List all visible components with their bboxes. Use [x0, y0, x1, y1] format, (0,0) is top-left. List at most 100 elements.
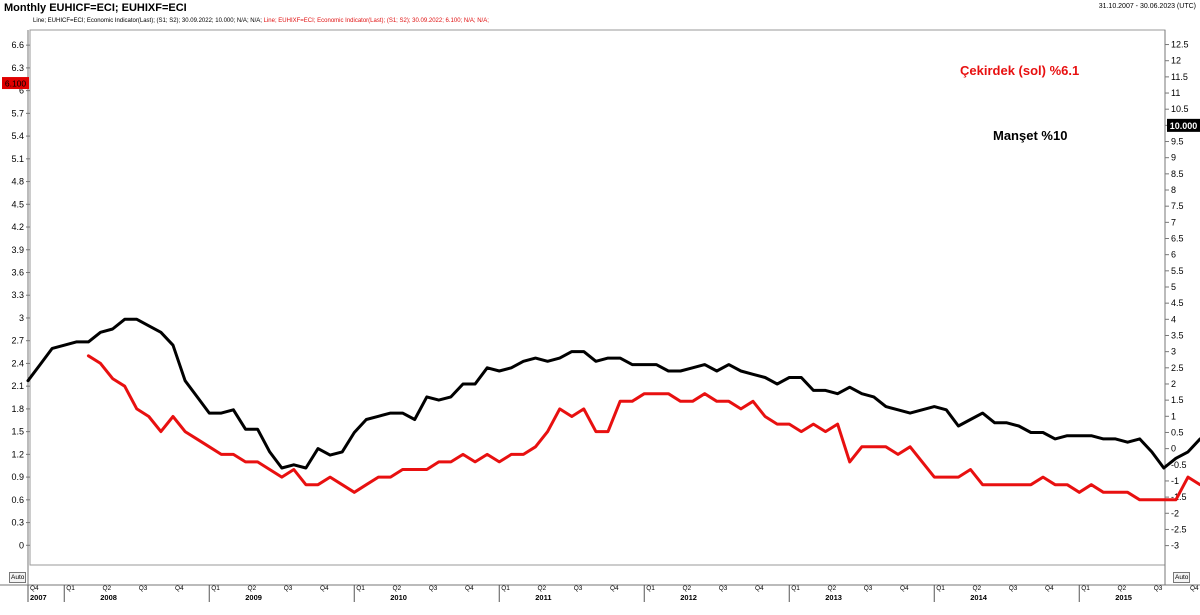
right-axis-tick-label: -0.5 [1171, 460, 1187, 470]
left-axis-tick-label: 0.3 [11, 518, 24, 528]
right-axis-tick-label: -2.5 [1171, 524, 1187, 534]
x-axis-year-label: 2010 [390, 593, 407, 602]
right-axis-tick-label: 0 [1171, 444, 1176, 454]
x-axis-quarter-label: Q2 [828, 585, 837, 592]
x-axis-quarter-label: Q2 [248, 585, 257, 592]
series-legend: Line; EUHICF=ECI; Economic Indicator(Las… [33, 18, 489, 24]
left-axis-tick-label: 0.6 [11, 495, 24, 505]
x-axis-quarter-label: Q1 [1081, 585, 1090, 592]
x-axis-quarter-label: Q3 [864, 585, 873, 592]
right-axis-tick-label: 11.5 [1171, 72, 1188, 82]
x-axis-quarter-label: Q1 [501, 585, 510, 592]
right-axis-tick-label: 9.5 [1171, 137, 1184, 147]
x-axis-quarter-label: Q4 [30, 585, 39, 592]
left-last-value-badge [2, 77, 29, 90]
left-axis-tick-label: 2.4 [11, 358, 24, 368]
left-axis-tick-label: 6.6 [11, 40, 24, 50]
x-axis-quarter-label: Q3 [284, 585, 293, 592]
x-axis-quarter-label: Q4 [175, 585, 184, 592]
x-axis-quarter-label: Q3 [1009, 585, 1018, 592]
right-axis-tick-label: -3 [1171, 541, 1179, 551]
x-axis-quarter-label: Q2 [973, 585, 982, 592]
x-axis-year-label: 2015 [1115, 593, 1132, 602]
x-axis-quarter-label: Q4 [465, 585, 474, 592]
x-axis-quarter-label: Q3 [719, 585, 728, 592]
right-axis-tick-label: 2.5 [1171, 363, 1184, 373]
right-axis-tick-label: 4.5 [1171, 298, 1184, 308]
right-axis-tick-label: 9 [1171, 153, 1176, 163]
x-axis-quarter-label: Q1 [791, 585, 800, 592]
right-axis-tick-label: 7 [1171, 217, 1176, 227]
left-axis-tick-label: 3.6 [11, 267, 24, 277]
right-axis-tick-label: 3 [1171, 347, 1176, 357]
right-axis-tick-label: 6 [1171, 250, 1176, 260]
x-axis-year-label: 2009 [245, 593, 262, 602]
right-axis-tick-label: 5 [1171, 282, 1176, 292]
right-axis-tick-label: 6.5 [1171, 234, 1184, 244]
x-axis-quarter-label: Q1 [356, 585, 365, 592]
left-last-value-text: 6.100 [5, 79, 27, 89]
date-range: 31.10.2007 - 30.06.2023 (UTC) [1098, 3, 1196, 10]
x-axis-quarter-label: Q1 [66, 585, 75, 592]
x-axis-quarter-label: Q4 [610, 585, 619, 592]
x-axis-quarter-label: Q1 [646, 585, 655, 592]
right-axis-tick-label: 8 [1171, 185, 1176, 195]
left-axis-tick-label: 5.1 [11, 154, 24, 164]
right-axis-tick-label: 8.5 [1171, 169, 1184, 179]
x-axis-quarter-label: Q2 [393, 585, 402, 592]
right-axis-tick-label: 7.5 [1171, 201, 1184, 211]
x-axis-year-label: 2007 [30, 593, 47, 602]
left-axis-tick-label: 1.2 [11, 449, 24, 459]
chart-title: Monthly EUHICF=ECI; EUHIXF=ECI [4, 2, 187, 14]
x-axis-quarter-label: Q2 [538, 585, 547, 592]
right-axis-tick-label: 1 [1171, 411, 1176, 421]
left-axis-tick-label: 3.9 [11, 245, 24, 255]
auto-scale-right-button[interactable]: Auto [1173, 572, 1191, 583]
series-line-headline [26, 317, 1200, 470]
x-axis-year-label: 2013 [825, 593, 842, 602]
x-axis-quarter-label: Q3 [574, 585, 583, 592]
right-axis-tick-label: 4 [1171, 314, 1176, 324]
right-axis-tick-label: 5.5 [1171, 266, 1184, 276]
right-axis-tick-label: 3.5 [1171, 330, 1184, 340]
x-axis-quarter-label: Q2 [683, 585, 692, 592]
x-axis-quarter-label: Q2 [103, 585, 112, 592]
x-axis-quarter-label: Q1 [936, 585, 945, 592]
auto-scale-left-button[interactable]: Auto [9, 572, 27, 583]
left-axis-tick-label: 4.8 [11, 177, 24, 187]
right-axis-tick-label: 0.5 [1171, 427, 1184, 437]
left-axis-tick-label: 6 [19, 86, 24, 96]
right-axis-tick-label: 2 [1171, 379, 1176, 389]
series-line-core [86, 354, 1200, 502]
right-axis-tick-label: -1 [1171, 476, 1179, 486]
left-axis-tick-label: 1.8 [11, 404, 24, 414]
x-axis-year-label: 2011 [535, 593, 551, 602]
x-axis-quarter-label: Q4 [1045, 585, 1054, 592]
left-axis-tick-label: 4.5 [11, 199, 24, 209]
right-axis-tick-label: -2 [1171, 508, 1179, 518]
left-axis-tick-label: 1.5 [11, 427, 24, 437]
right-last-value-badge [1167, 118, 1200, 132]
left-axis-tick-label: 5.7 [11, 108, 24, 118]
left-axis-tick-label: 4.2 [11, 222, 24, 232]
x-axis-quarter-label: Q3 [429, 585, 438, 592]
x-axis-year-label: 2008 [100, 593, 117, 602]
legend-series-headline: Line; EUHICF=ECI; Economic Indicator(Las… [33, 18, 262, 24]
left-axis-tick-label: 3 [19, 313, 24, 323]
legend-series-core: Line; EUHIXF=ECI; Economic Indicator(Las… [263, 18, 489, 24]
right-last-value-text: 10.000 [1170, 121, 1198, 131]
x-axis-year-label: 2014 [970, 593, 988, 602]
x-axis-quarter-label: Q4 [755, 585, 764, 592]
left-axis-tick-label: 2.7 [11, 336, 24, 346]
x-axis-quarter-label: Q3 [139, 585, 148, 592]
right-axis-tick-label: 11 [1171, 88, 1180, 98]
x-axis-quarter-label: Q4 [1190, 585, 1199, 592]
left-axis-tick-label: 2.1 [11, 381, 24, 391]
left-axis-tick-label: 0.9 [11, 472, 24, 482]
left-axis-tick-label: 5.4 [11, 131, 24, 141]
right-axis-tick-label: 10.5 [1171, 104, 1189, 114]
right-axis-tick-label: 12 [1171, 56, 1181, 66]
left-axis-tick-label: 6.3 [11, 63, 24, 73]
left-axis-tick-label: 0 [19, 540, 24, 550]
x-axis-year-label: 2012 [680, 593, 697, 602]
